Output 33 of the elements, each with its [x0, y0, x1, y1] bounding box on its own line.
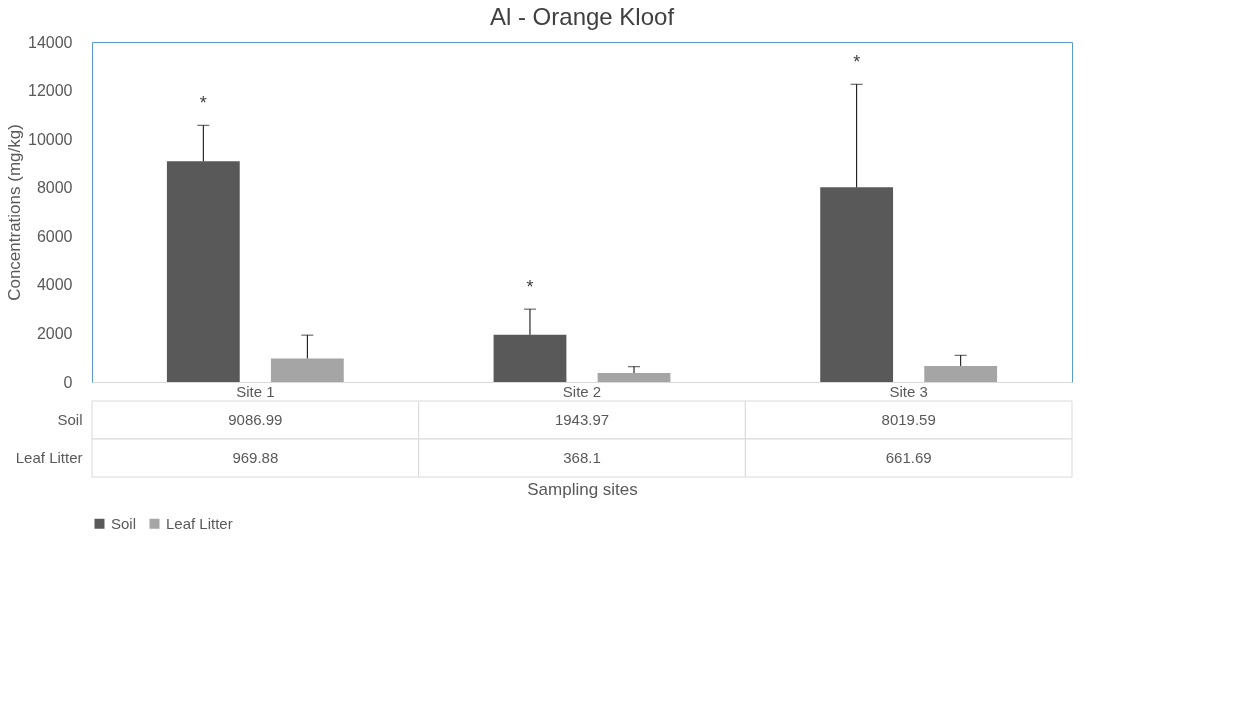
bar	[493, 334, 567, 382]
y-tick-label: 0	[63, 373, 73, 391]
text: Leaf Litter	[15, 449, 83, 466]
data-label: 661.69	[885, 449, 932, 466]
legend-label: Soil	[111, 514, 137, 532]
y-axis-title: Concentrations (mg/kg)	[5, 124, 25, 301]
chart-title: Al - Orange Kloof	[489, 3, 675, 30]
annotation: *	[853, 52, 861, 73]
data-label: 9086.99	[228, 411, 283, 428]
legend-label: Leaf Litter	[166, 514, 233, 532]
annotation: *	[199, 93, 207, 114]
bar	[166, 161, 240, 382]
text: Soil	[57, 411, 83, 428]
y-tick-label: 4000	[36, 276, 73, 294]
data-label: 368.1	[563, 449, 601, 466]
x-tick-label: Site 3	[889, 382, 928, 400]
data-label: 969.88	[232, 449, 279, 466]
x-tick-label: Site 1	[236, 382, 275, 400]
bar	[820, 187, 894, 382]
y-tick-label: 2000	[36, 324, 73, 342]
data-label: 8019.59	[881, 411, 936, 428]
bar	[270, 358, 344, 382]
x-tick-label: Site 2	[562, 382, 602, 400]
y-tick-label: 12000	[28, 82, 73, 100]
y-tick-label: 14000	[28, 33, 73, 51]
bar	[924, 365, 998, 382]
bar	[597, 373, 671, 382]
annotation: *	[526, 277, 534, 298]
y-tick-label: 8000	[36, 179, 73, 197]
x-axis-title: Sampling sites	[527, 479, 638, 499]
y-tick-label: 10000	[28, 130, 73, 148]
data-label: 1943.97	[554, 411, 610, 428]
y-tick-label: 6000	[36, 227, 73, 245]
